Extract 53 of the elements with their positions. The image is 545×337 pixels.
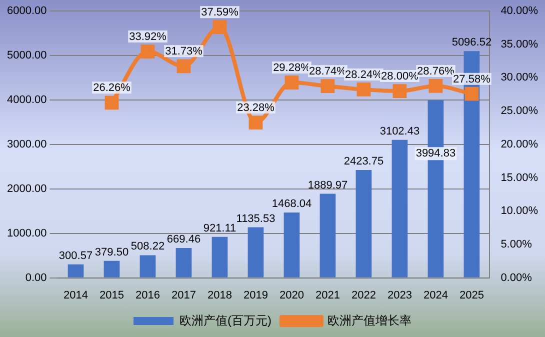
data-label: 29.28% — [273, 62, 311, 74]
x-tick-label: 2025 — [459, 289, 484, 302]
y2-tick-label: 25.00% — [500, 105, 538, 118]
x-tick-label: 2019 — [243, 289, 268, 302]
y2-tick-label: 20.00% — [500, 138, 538, 150]
data-label: 1889.97 — [308, 179, 348, 192]
x-tick-label: 2021 — [315, 289, 340, 302]
x-tick-label: 2015 — [100, 289, 124, 302]
y2-tick-label: 40.00% — [500, 5, 538, 18]
y2-tick-label: 30.00% — [500, 72, 538, 84]
data-label: 5096.52 — [452, 36, 492, 49]
y2-tick-label: 10.00% — [500, 205, 538, 218]
data-label: 28.00% — [381, 70, 419, 83]
data-label: 1135.53 — [236, 212, 276, 225]
y-tick-label: 2000.00 — [6, 182, 47, 195]
data-label: 669.46 — [166, 234, 201, 246]
data-label: 508.22 — [130, 240, 165, 253]
y2-tick-label: 0.00% — [500, 272, 532, 284]
data-label: 26.26% — [93, 82, 131, 94]
x-tick-label: 2023 — [387, 289, 412, 302]
data-label: 2423.75 — [344, 156, 384, 168]
x-tick-label: 2024 — [423, 289, 448, 302]
y-tick-label: 0.00 — [25, 272, 47, 284]
data-label: 300.57 — [58, 250, 93, 262]
y2-tick-label: 35.00% — [500, 38, 538, 50]
data-label: 28.24% — [345, 68, 383, 81]
data-label: 379.50 — [94, 246, 129, 258]
data-label: 3102.43 — [380, 125, 420, 138]
y-tick-label: 1000.00 — [6, 227, 47, 240]
data-label: 921.11 — [203, 222, 236, 234]
x-tick-label: 2016 — [136, 289, 160, 302]
y-tick-label: 3000.00 — [6, 138, 47, 150]
y2-tick-label: 5.00% — [500, 238, 532, 250]
y-tick-label: 4000.00 — [6, 94, 47, 106]
x-tick-label: 2014 — [64, 289, 88, 302]
data-label: 23.28% — [237, 102, 275, 114]
x-tick-label: 2018 — [207, 289, 232, 302]
data-label: 28.74% — [309, 66, 347, 78]
x-tick-label: 2020 — [279, 289, 304, 302]
legend-label: 欧洲产值(百万元) — [180, 313, 272, 328]
legend-label: 欧洲产值增长率 — [327, 313, 412, 328]
y-tick-label: 5000.00 — [6, 50, 47, 62]
data-label: 37.59% — [201, 6, 239, 19]
data-label: 33.92% — [129, 31, 167, 44]
data-label: 1468.04 — [272, 198, 312, 210]
data-label: 27.58% — [453, 73, 491, 86]
data-label: 28.76% — [417, 66, 455, 78]
x-tick-label: 2022 — [351, 289, 376, 302]
y-tick-label: 6000.00 — [6, 5, 47, 18]
data-label: 31.73% — [165, 46, 203, 58]
y2-tick-label: 15.00% — [500, 172, 538, 184]
x-tick-label: 2017 — [172, 289, 196, 302]
data-label: 3994.83 — [416, 148, 456, 160]
